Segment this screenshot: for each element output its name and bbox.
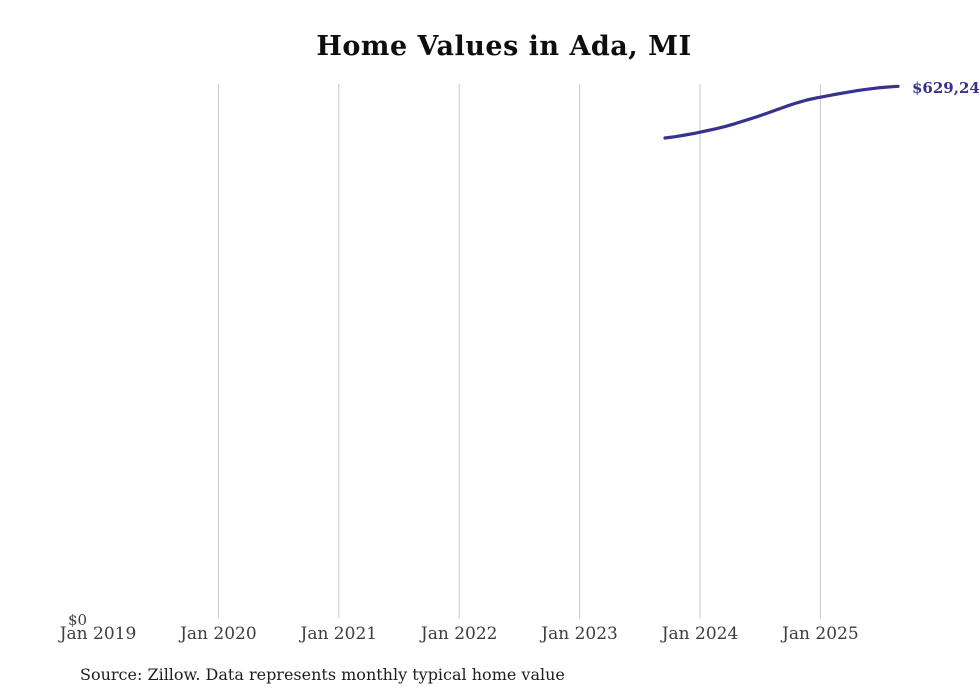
- x-tick-label: Jan 2024: [661, 624, 739, 644]
- source-note: Source: Zillow. Data represents monthly …: [80, 665, 565, 684]
- home-value-line: [663, 84, 900, 140]
- latest-value-label: $629,240: [912, 79, 980, 97]
- gridlines: [217, 84, 821, 619]
- x-tick-label: Jan 2025: [782, 624, 859, 644]
- x-tick-label: Jan 2019: [59, 624, 137, 644]
- y-axis-zero-label: $0: [68, 611, 88, 629]
- x-tick-label: Jan 2023: [541, 624, 618, 644]
- chart-title: Home Values in Ada, MI: [316, 31, 692, 62]
- x-tick-label: Jan 2020: [180, 624, 257, 644]
- x-tick-label: Jan 2022: [420, 624, 498, 644]
- x-tick-label: Jan 2021: [300, 624, 378, 644]
